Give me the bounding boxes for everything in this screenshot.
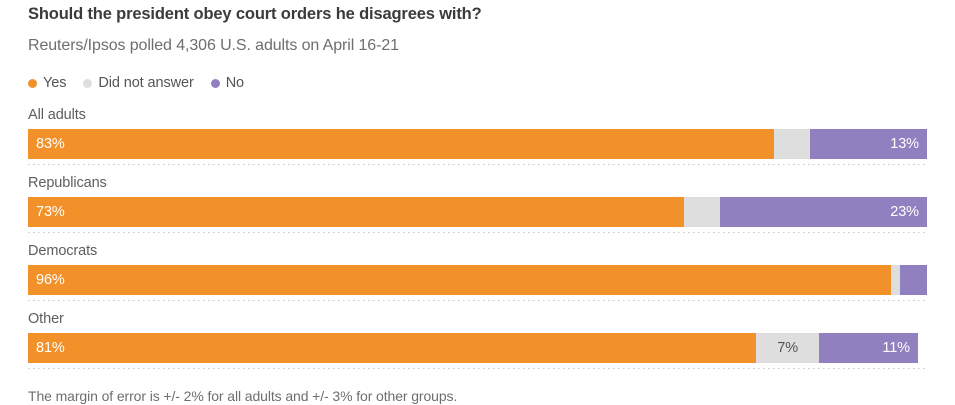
chart-footnote: The margin of error is +/- 2% for all ad… [28,388,458,404]
stacked-bar[interactable]: 96% 1% 3% [28,265,927,295]
legend-dot-no-icon [210,78,220,88]
legend-dot-did-not-answer-icon [83,78,93,88]
bar-group-label: Other [28,311,64,327]
legend-label-did-not-answer: Did not answer [98,75,194,91]
bar-segment-yes[interactable]: 81% [28,333,757,363]
stacked-bar[interactable]: 81% 7% 11% [28,333,927,363]
bar-segment-did-not-answer[interactable]: 7% [756,333,820,363]
bar-segment-value: 11% [882,340,910,356]
bar-segment-value: 83% [36,136,65,152]
row-divider [28,164,927,165]
bar-segment-no[interactable]: 11% [819,333,918,363]
bar-segment-did-not-answer[interactable]: 1% [891,265,901,295]
legend-dot-yes-icon [28,78,37,88]
bar-segment-did-not-answer[interactable]: 4% [774,129,811,159]
row-divider [28,368,927,369]
chart-subtitle: Reuters/Ipsos polled 4,306 U.S. adults o… [28,37,399,54]
bar-segment-did-not-answer[interactable]: 4% [684,197,721,227]
chart-plot-area: All adults 83% 4% 13% Republicans 73% [28,91,927,369]
stacked-bar[interactable]: 73% 4% 23% [28,197,927,227]
bar-segment-value: 23% [890,204,919,220]
row-divider [28,300,927,301]
bar-segment-yes[interactable]: 73% [28,197,685,227]
bar-segment-value: 7% [777,340,799,356]
chart-title: Should the president obey court orders h… [28,5,482,23]
bar-segment-value: 96% [36,272,65,288]
bar-segment-yes[interactable]: 96% [28,265,892,295]
bar-segment-no[interactable]: 23% [720,197,927,227]
bar-segment-value: 73% [36,204,65,220]
legend-item-yes[interactable]: Yes [28,75,66,91]
bar-group-democrats: Democrats 96% 1% 3% [28,241,927,301]
bar-group-other: Other 81% 7% 11% [28,309,927,369]
bar-segment-value: 81% [36,340,65,356]
bar-segment-no[interactable]: 3% [900,265,927,295]
bar-segment-value: 13% [890,136,919,152]
chart-legend: Yes Did not answer No [28,57,927,91]
legend-item-did-not-answer[interactable]: Did not answer [83,75,194,91]
bar-group-label: All adults [28,107,86,123]
legend-item-no[interactable]: No [210,75,245,91]
legend-label-yes: Yes [43,75,67,91]
bar-group-all-adults: All adults 83% 4% 13% [28,105,927,165]
bar-group-label: Republicans [28,175,107,191]
stacked-bar[interactable]: 83% 4% 13% [28,129,927,159]
bar-group-republicans: Republicans 73% 4% 23% [28,173,927,233]
legend-label-no: No [225,75,245,91]
bar-segment-yes[interactable]: 83% [28,129,775,159]
bar-group-label: Democrats [28,243,98,259]
bar-segment-no[interactable]: 13% [810,129,927,159]
row-divider [28,232,927,233]
